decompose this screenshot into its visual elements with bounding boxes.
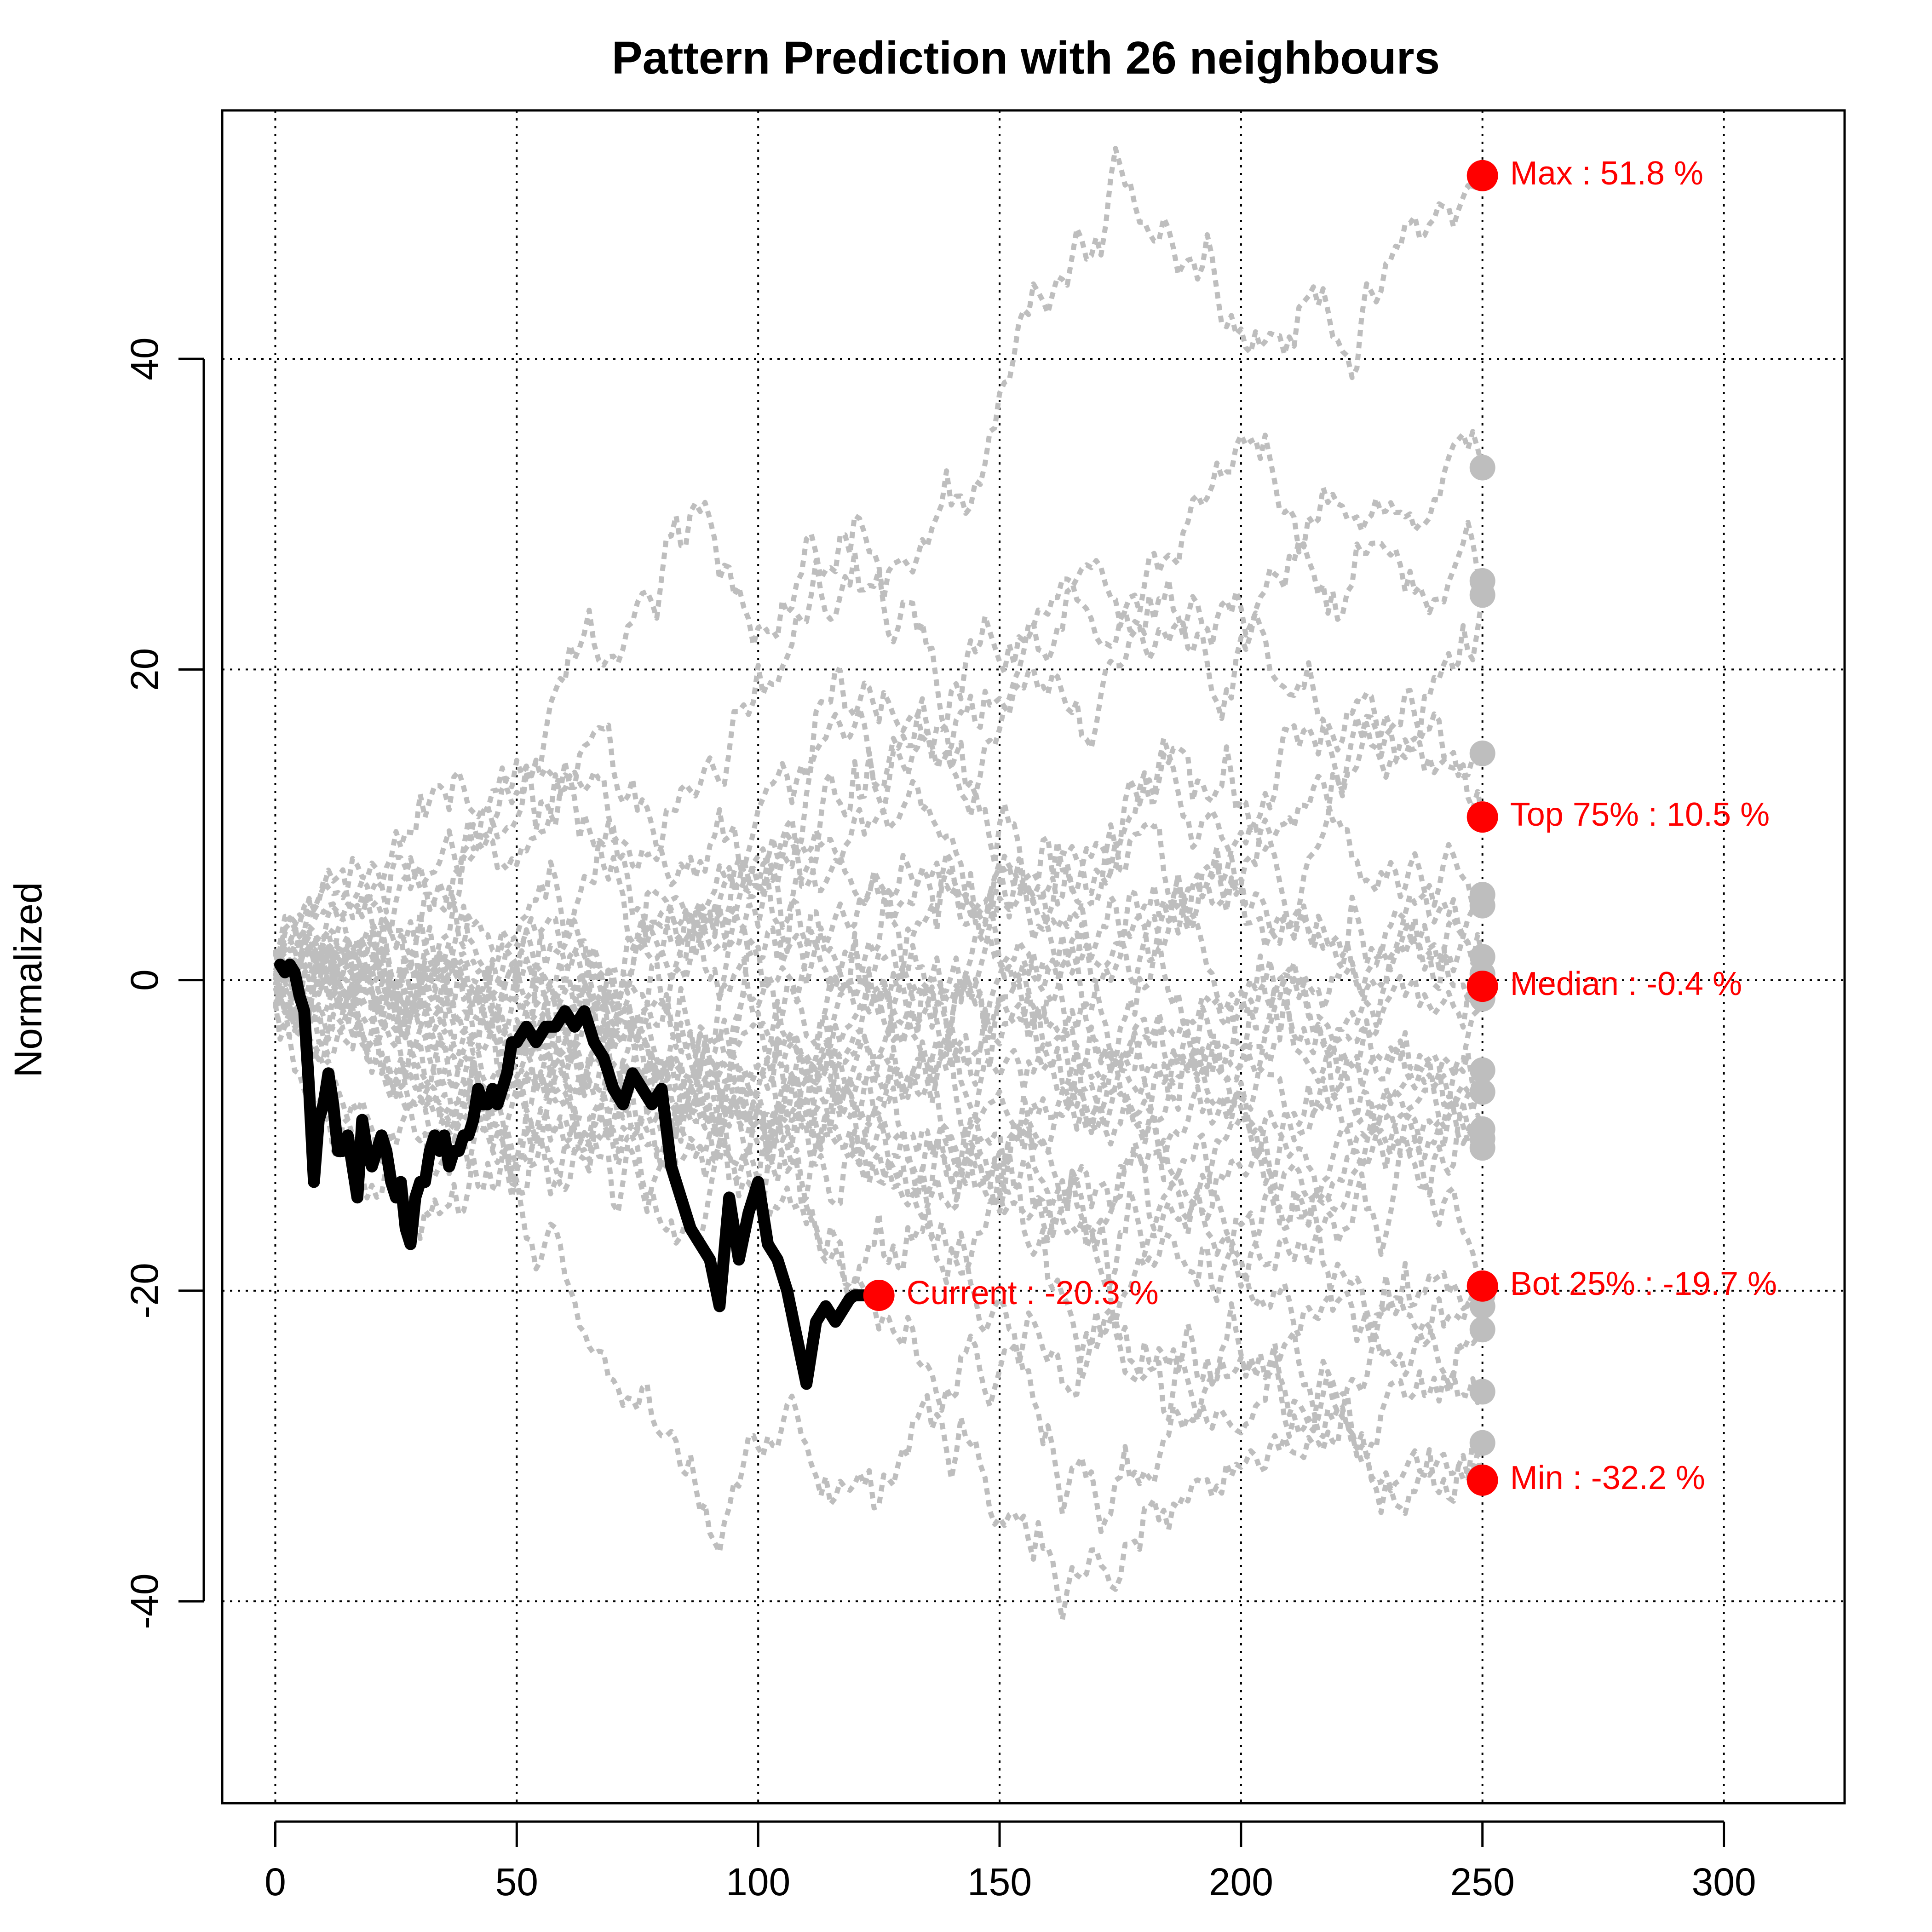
neighbour-endpoint-14 — [1469, 1079, 1495, 1105]
axes: 0 50 100 150 200 250 300 -40 -20 0 20 40 — [123, 337, 1756, 1903]
x-tick-label-250: 250 — [1450, 1860, 1515, 1903]
y-tick-label-0: 0 — [123, 969, 166, 991]
neighbour-path-5 — [274, 721, 1485, 1167]
neighbour-path-25 — [273, 779, 1485, 1148]
stat-label-6: Current : -20.3 % — [907, 1275, 1159, 1311]
neighbour-path-8 — [273, 744, 1483, 1200]
neighbour-path-4 — [273, 558, 1485, 1055]
neighbour-endpoint-13 — [1469, 1057, 1495, 1083]
neighbour-path-1 — [273, 146, 1483, 977]
neighbour-endpoint-22 — [1469, 1379, 1495, 1405]
neighbour-path-6 — [275, 690, 1485, 1070]
neighbour-endpoint-4 — [1469, 582, 1495, 608]
x-tick-label-150: 150 — [967, 1860, 1032, 1903]
y-tick-label--20: -20 — [123, 1263, 166, 1318]
neighbour-endpoint-23 — [1469, 1430, 1495, 1456]
neighbour-path-10 — [273, 774, 1485, 1152]
neighbour-path-19 — [275, 758, 1485, 1296]
y-tick-label-20: 20 — [123, 648, 166, 691]
stat-point-2 — [1466, 801, 1498, 833]
neighbour-path-20 — [273, 916, 1484, 1382]
neighbour-path-21 — [275, 993, 1485, 1535]
neighbour-path-12 — [273, 919, 1485, 1199]
neighbour-path-7 — [273, 549, 1485, 1028]
plot-frame — [221, 109, 1846, 1805]
neighbour-endpoint-17 — [1469, 1135, 1495, 1161]
stat-point-1 — [1466, 160, 1498, 191]
neighbour-path-24 — [273, 929, 1485, 1515]
neighbour-endpoint-5 — [1469, 740, 1495, 766]
neighbour-path-11 — [273, 850, 1485, 1196]
neighbour-path-22 — [273, 914, 1485, 1405]
neighbour-path-26 — [274, 965, 1485, 1226]
neighbour-path-18 — [273, 949, 1485, 1622]
current-series-line — [274, 958, 885, 1390]
stat-point-4 — [1466, 1270, 1498, 1302]
stat-point-3 — [1466, 971, 1498, 1002]
stat-label-3: Median : -0.4 % — [1510, 966, 1742, 1002]
y-tick-label-40: 40 — [123, 337, 166, 380]
stat-label-2: Top 75% : 10.5 % — [1510, 796, 1770, 833]
neighbour-path-23 — [273, 926, 1485, 1516]
stat-label-4: Bot 25% : -19.7 % — [1510, 1265, 1777, 1302]
neighbour-path-2 — [273, 429, 1485, 1011]
x-tick-label-200: 200 — [1209, 1860, 1273, 1903]
current-series — [274, 958, 885, 1390]
x-tick-label-300: 300 — [1691, 1860, 1756, 1903]
x-tick-label-0: 0 — [264, 1860, 286, 1903]
x-tick-label-100: 100 — [726, 1860, 790, 1903]
chart-title: Pattern Prediction with 26 neighbours — [612, 32, 1440, 84]
neighbour-path-3 — [273, 432, 1485, 1028]
stat-point-5 — [1466, 1464, 1498, 1496]
neighbour-path-17 — [273, 936, 1483, 1276]
y-tick-label--40: -40 — [123, 1573, 166, 1629]
neighbour-endpoint-2 — [1469, 454, 1495, 481]
neighbour-endpoint-21 — [1469, 1317, 1495, 1343]
stat-label-1: Max : 51.8 % — [1510, 155, 1703, 192]
neighbour-paths — [273, 146, 1485, 1622]
statistic-points: Max : 51.8 % Top 75% : 10.5 % Median : -0.… — [863, 155, 1777, 1496]
y-axis-label: Normalized — [6, 882, 50, 1078]
neighbour-path-14 — [273, 948, 1484, 1286]
stat-label-5: Min : -32.2 % — [1510, 1460, 1705, 1496]
neighbour-endpoint-8 — [1469, 892, 1495, 919]
stat-point-6 — [863, 1280, 895, 1311]
x-tick-label-50: 50 — [495, 1860, 538, 1903]
